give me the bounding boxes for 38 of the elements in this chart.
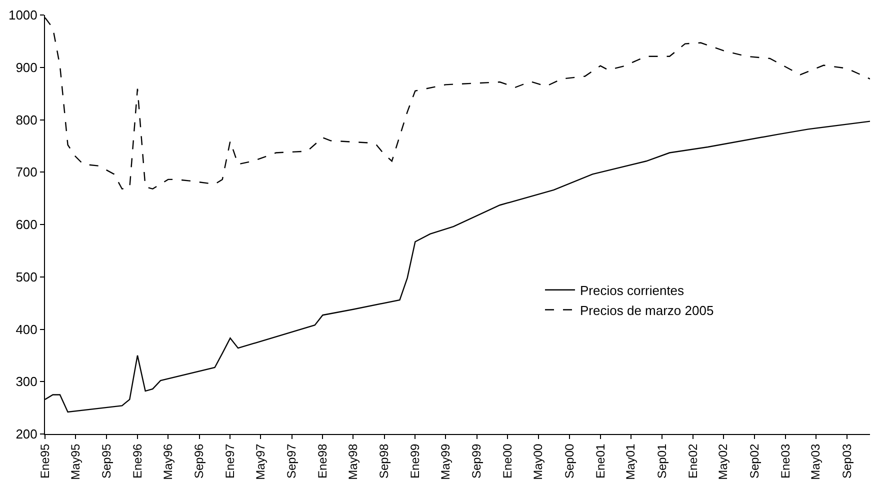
x-tick-label: Ene01 — [593, 443, 608, 479]
legend-label: Precios corrientes — [580, 282, 685, 298]
x-tick-label: May01 — [624, 443, 638, 480]
x-tick-label: Sep95 — [99, 443, 114, 479]
x-tick-label: May02 — [716, 443, 730, 480]
x-tick-label: May96 — [161, 443, 176, 480]
y-tick-label: 500 — [16, 269, 38, 284]
x-tick-label: May95 — [68, 443, 82, 480]
x-tick-label: May97 — [254, 443, 268, 480]
y-tick-label: 600 — [16, 217, 38, 232]
x-tick-label: Ene99 — [408, 443, 422, 479]
x-tick-label: Sep98 — [377, 443, 392, 479]
x-tick-label: Sep02 — [747, 443, 762, 479]
y-tick-label: 1000 — [8, 8, 38, 23]
legend-label: Precios de marzo 2005 — [580, 302, 714, 318]
x-tick-label: Ene03 — [778, 443, 792, 479]
x-tick-label: Sep96 — [192, 443, 206, 479]
x-tick-label: Sep00 — [562, 443, 576, 479]
y-tick-label: 900 — [16, 60, 38, 75]
y-tick-label: 400 — [16, 322, 38, 337]
x-tick-label: Sep03 — [840, 443, 854, 479]
x-tick-label: Ene97 — [223, 443, 238, 479]
y-tick-label: 700 — [16, 164, 38, 180]
y-tick-label: 200 — [16, 426, 38, 442]
x-tick-label: May00 — [531, 443, 546, 480]
x-tick-label: Sep01 — [654, 443, 669, 479]
x-tick-label: Sep99 — [470, 443, 484, 479]
x-tick-label: Ene00 — [500, 443, 515, 479]
x-tick-label: May99 — [438, 443, 452, 480]
x-tick-label: Ene95 — [38, 443, 52, 479]
y-tick-label: 300 — [16, 374, 38, 390]
x-tick-label: May98 — [346, 443, 360, 480]
x-tick-label: Ene98 — [316, 443, 330, 479]
x-tick-label: Ene96 — [130, 443, 144, 479]
x-tick-label: May03 — [808, 443, 823, 480]
x-tick-label: Sep97 — [284, 443, 299, 479]
x-tick-label: Ene02 — [686, 443, 700, 479]
y-tick-label: 800 — [16, 112, 38, 128]
